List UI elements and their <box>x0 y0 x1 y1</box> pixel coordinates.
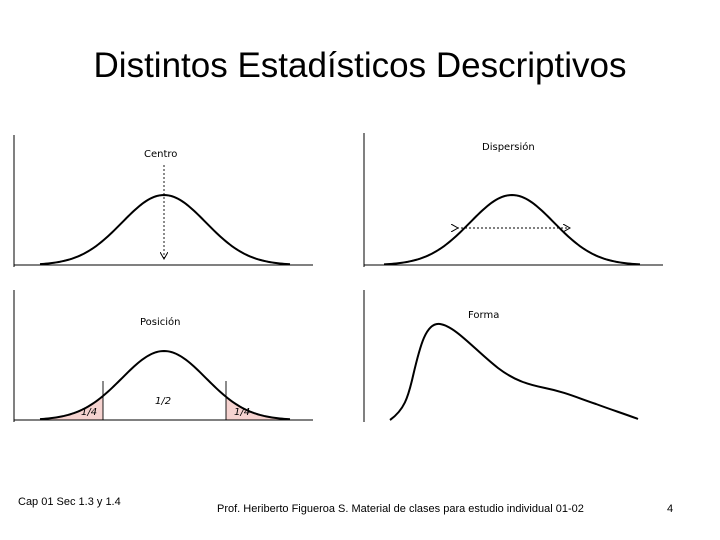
panel-shape: Forma <box>363 290 639 422</box>
panel-center: Centro <box>13 135 313 267</box>
panel-dispersion: Dispersión <box>363 133 663 267</box>
footer-author: Prof. Heriberto Figueroa S. Material de … <box>217 503 584 515</box>
shape-skewed-curve <box>389 322 639 421</box>
position-left-tail-label: 1/4 <box>81 407 97 418</box>
position-right-tail-label: 1/4 <box>234 407 250 418</box>
center-label: Centro <box>144 149 177 160</box>
position-right-tail-area <box>226 396 290 420</box>
footer-chapter: Cap 01 Sec 1.3 y 1.4 <box>18 496 121 508</box>
position-bell-curve <box>39 349 291 421</box>
center-bell-curve <box>39 193 291 266</box>
shape-label: Forma <box>468 310 499 321</box>
dispersion-bell-curve <box>383 193 641 266</box>
page-number: 4 <box>667 503 674 515</box>
position-left-tail-area <box>40 395 103 420</box>
position-label: Posición <box>140 316 181 328</box>
position-middle-label: 1/2 <box>155 396 171 407</box>
slide-title: Distintos Estadísticos Descriptivos <box>93 46 627 85</box>
dispersion-label: Dispersión <box>482 141 535 153</box>
panel-position: Posición 1/4 1/2 1/4 <box>13 290 313 422</box>
